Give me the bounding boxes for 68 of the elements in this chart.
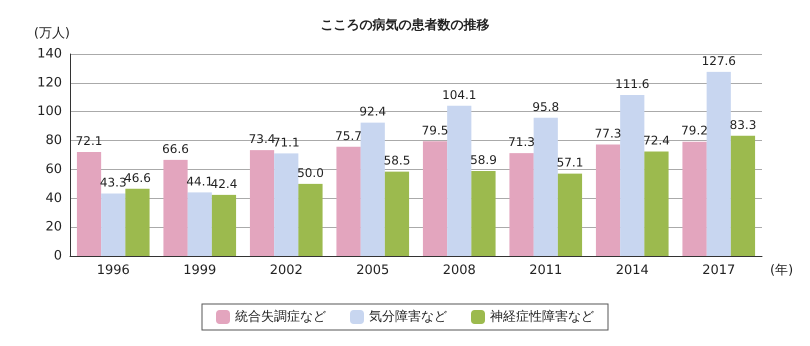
data-label: 72.4 <box>643 134 670 148</box>
bar <box>274 153 298 256</box>
data-label: 104.1 <box>442 88 476 102</box>
bar <box>682 142 707 256</box>
bar <box>384 172 410 256</box>
y-tick-label: 80 <box>45 133 62 148</box>
x-tick-label: 2011 <box>529 263 562 278</box>
bar <box>212 194 236 256</box>
data-label: 66.6 <box>162 142 189 156</box>
y-tick-label: 120 <box>37 75 62 90</box>
x-tick-label: 1999 <box>183 263 216 278</box>
y-axis-title: (万人) <box>34 26 70 41</box>
data-label: 92.4 <box>359 104 386 119</box>
data-label: 75.7 <box>335 128 362 143</box>
y-tick-label: 40 <box>45 190 62 206</box>
data-label: 72.1 <box>76 134 102 148</box>
y-tick-label: 20 <box>45 220 62 235</box>
data-label: 57.1 <box>556 156 584 170</box>
x-tick-label: 2014 <box>616 263 649 278</box>
bar <box>706 72 731 256</box>
x-tick-label: 2017 <box>702 263 736 278</box>
data-label: 58.5 <box>384 154 410 168</box>
x-tick-label: 2002 <box>270 263 303 278</box>
data-label: 111.6 <box>615 76 650 91</box>
bar <box>298 184 323 256</box>
y-tick-label: 60 <box>45 162 62 177</box>
data-label: 73.4 <box>248 132 276 146</box>
data-label: 71.1 <box>272 135 300 150</box>
bar <box>163 160 188 256</box>
data-label: 95.8 <box>532 100 560 114</box>
x-tick-label: 2008 <box>442 263 476 278</box>
data-label: 79.5 <box>422 123 448 138</box>
bar <box>188 192 212 256</box>
bar <box>360 122 385 256</box>
bar <box>644 152 669 256</box>
bar <box>509 153 534 256</box>
bar <box>422 141 448 256</box>
bar <box>620 94 644 256</box>
data-label: 83.3 <box>730 118 756 132</box>
data-label: 43.3 <box>100 176 127 190</box>
data-label: 50.0 <box>297 166 324 180</box>
bar <box>471 171 496 256</box>
bar <box>447 106 472 256</box>
data-label: 127.6 <box>702 54 736 68</box>
bar <box>558 174 582 256</box>
x-tick-label: 2005 <box>356 263 390 278</box>
bar <box>730 136 756 256</box>
data-label: 71.3 <box>508 135 535 150</box>
data-label: 42.4 <box>210 176 238 191</box>
bar <box>250 150 274 256</box>
legend-label: 統合失調症など <box>235 310 326 324</box>
bar <box>534 118 558 256</box>
x-axis-title: (年) <box>770 263 794 278</box>
legend-label: 気分障害など <box>369 308 447 324</box>
bar <box>596 144 620 256</box>
y-tick-label: 140 <box>37 46 62 62</box>
bar <box>76 152 102 256</box>
chart-title: こころの病気の患者数の推移 <box>320 17 490 33</box>
x-tick-label: 1996 <box>96 263 130 278</box>
y-tick-label: 100 <box>37 104 62 120</box>
data-label: 58.9 <box>470 153 497 168</box>
data-label: 77.3 <box>594 126 622 140</box>
bar <box>101 194 126 256</box>
bar <box>125 188 150 256</box>
legend-label: 神経症性障害など <box>490 308 594 324</box>
bar <box>336 146 361 256</box>
data-label: 79.2 <box>681 124 708 138</box>
y-tick-label: 0 <box>54 248 62 264</box>
